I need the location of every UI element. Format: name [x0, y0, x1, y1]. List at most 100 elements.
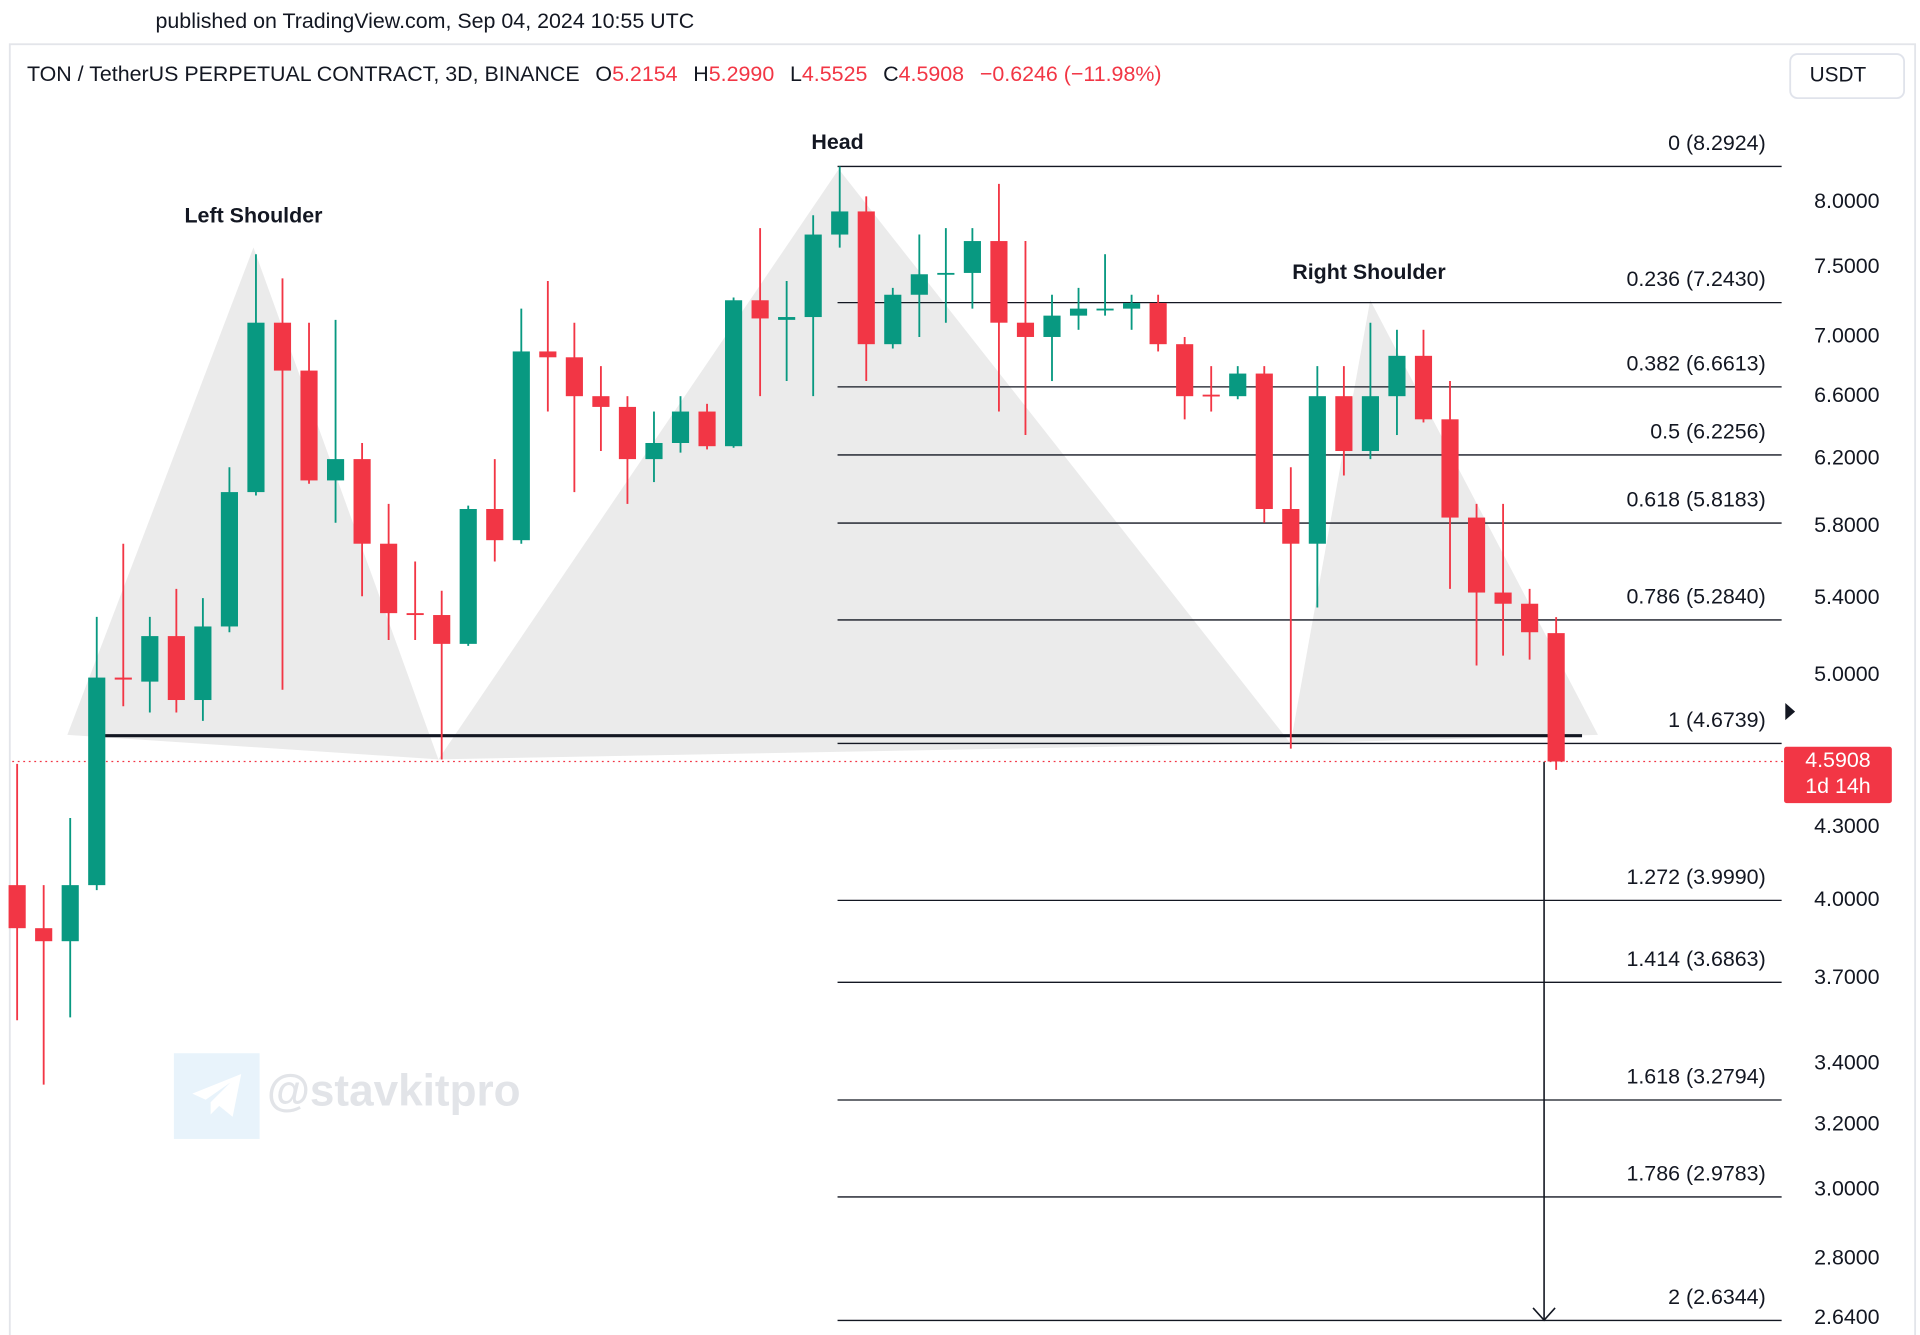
candle-body: [194, 626, 212, 701]
currency-button-box[interactable]: [1789, 53, 1905, 100]
candle-body: [220, 492, 238, 627]
currency-label[interactable]: USDT: [1810, 64, 1867, 87]
candle-body: [1414, 355, 1433, 420]
candle-body: [326, 459, 345, 481]
countdown-label: 1d 14h: [1805, 774, 1870, 798]
candle-body: [459, 509, 477, 644]
candle-body: [618, 406, 637, 460]
candle-body: [804, 234, 822, 318]
candle-body: [1096, 308, 1114, 311]
candle-body: [167, 636, 185, 701]
candle-body: [273, 322, 292, 371]
candle-body: [300, 370, 318, 481]
candle-body: [1308, 396, 1326, 544]
candle-body: [1388, 355, 1406, 397]
y-tick-label: 3.2000: [1814, 1111, 1880, 1135]
candle-body: [486, 509, 504, 541]
annotation: Right Shoulder: [1292, 260, 1445, 284]
fib-label: 0.786 (5.2840): [1626, 585, 1765, 609]
y-tick-label: 3.4000: [1814, 1050, 1880, 1074]
annotation: Head: [811, 130, 863, 154]
candle-body: [884, 294, 902, 345]
candle-body: [725, 300, 743, 447]
candle-body: [1467, 517, 1486, 593]
y-tick-label: 8.0000: [1814, 189, 1880, 213]
watermark-icon: [192, 1074, 242, 1117]
candle-body: [141, 636, 159, 682]
scroll-marker: [1785, 703, 1796, 721]
fib-label: 2 (2.6344): [1668, 1285, 1766, 1309]
candle-body: [1229, 373, 1247, 397]
candle-body: [778, 317, 796, 320]
fib-label: 0.236 (7.2430): [1626, 267, 1765, 291]
published-note: published on TradingView.com, Sep 04, 20…: [156, 9, 695, 33]
chart-frame: [8, 43, 1917, 1335]
y-tick-label: 5.4000: [1814, 585, 1880, 609]
legend-change: −0.6246 (−11.98%): [980, 62, 1162, 86]
legend-row: TON / TetherUS PERPETUAL CONTRACT, 3D, B…: [27, 62, 1162, 86]
candle-body: [247, 322, 265, 493]
candle-body: [1547, 633, 1565, 762]
candle-body: [1043, 315, 1061, 337]
legend-name: L: [790, 62, 802, 86]
y-tick-label: 2.8000: [1814, 1246, 1880, 1270]
candle-body: [910, 274, 928, 295]
legend-name: H: [693, 62, 708, 86]
y-tick-label: 5.8000: [1814, 513, 1880, 537]
candle-body: [990, 241, 1008, 323]
y-tick-label: 3.0000: [1814, 1176, 1880, 1200]
fib-label: 1.786 (2.9783): [1626, 1162, 1765, 1186]
candle-body: [114, 677, 132, 680]
legend-value: 5.2154: [612, 62, 678, 86]
candle-body: [671, 411, 690, 443]
fib-label: 0.5 (6.2256): [1650, 420, 1765, 444]
candle-body: [1149, 303, 1167, 345]
watermark: @stavkitpro: [173, 1053, 521, 1139]
legend-name: O: [595, 62, 612, 86]
candle-body: [645, 442, 663, 460]
fib-label: 0.382 (6.6613): [1626, 351, 1765, 375]
candle-body: [1494, 592, 1512, 604]
candle-body: [1282, 509, 1300, 544]
watermark-icon-bg: [173, 1053, 260, 1139]
candle-body: [1202, 394, 1220, 397]
head-shape: [438, 169, 1291, 760]
candle-body: [1123, 303, 1141, 309]
candle-body: [61, 885, 79, 942]
candle-body: [88, 677, 106, 886]
left-shoulder-shape: [67, 247, 439, 760]
fib-label: 0 (8.2924): [1668, 131, 1766, 155]
legend-value: 4.5908: [899, 62, 964, 86]
candle-body: [1069, 308, 1088, 316]
candle-body: [698, 411, 716, 447]
legend-name: C: [883, 62, 898, 86]
candle-body: [565, 357, 583, 397]
candle-body: [831, 211, 849, 235]
candle-body: [539, 351, 557, 358]
candle-body: [857, 211, 875, 345]
y-tick-label: 7.0000: [1814, 324, 1880, 348]
fib-label: 1.272 (3.9990): [1626, 865, 1765, 889]
fib-label: 0.618 (5.8183): [1626, 488, 1765, 512]
candle-body: [1176, 344, 1194, 397]
y-tick-label: 4.3000: [1814, 814, 1880, 838]
y-tick-label: 7.5000: [1814, 254, 1880, 278]
candle-body: [8, 885, 26, 929]
candle-body: [433, 615, 451, 644]
y-tick-label: 2.6400: [1814, 1305, 1880, 1329]
candle-body: [963, 241, 981, 273]
candle-body: [380, 543, 398, 614]
candle-body: [1521, 603, 1539, 633]
candle-body: [592, 396, 610, 407]
annotation: Left Shoulder: [184, 204, 322, 228]
watermark-text: @stavkitpro: [267, 1066, 521, 1115]
candle-body: [35, 928, 53, 942]
y-tick-label: 6.2000: [1814, 446, 1880, 470]
currency-button[interactable]: USDT: [1789, 53, 1905, 100]
candle-body: [751, 300, 769, 319]
candle-body: [406, 613, 424, 616]
fib-label: 1.618 (3.2794): [1626, 1065, 1765, 1089]
y-tick-label: 6.6000: [1814, 383, 1880, 407]
